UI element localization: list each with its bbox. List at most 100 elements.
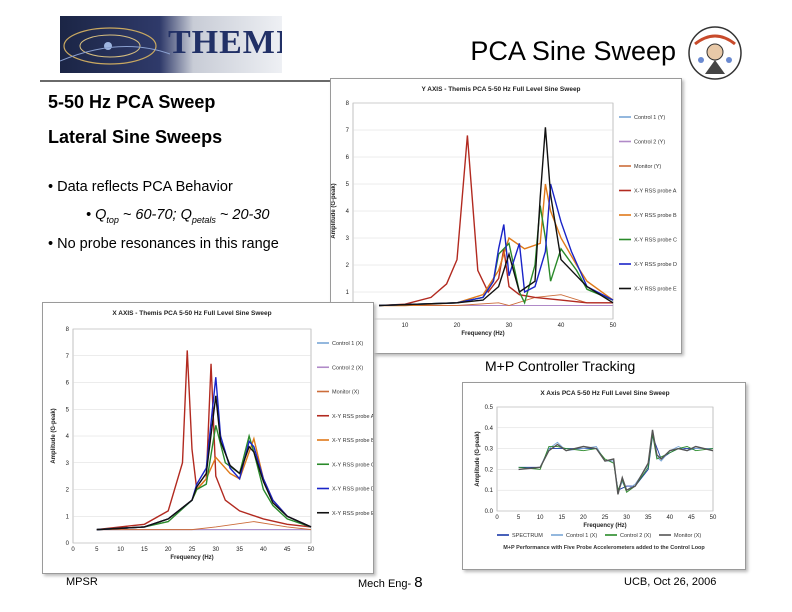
x-tick-label: 0 xyxy=(495,515,499,521)
y-tick-label: 0.5 xyxy=(485,405,494,411)
bullet-q-values: • Qtop ~ 60-70; Qpetals ~ 20-30 xyxy=(86,207,270,225)
q-petals-subscript: petals xyxy=(191,214,216,225)
legend-label: Control 1 (X) xyxy=(332,341,363,347)
x-tick-label: 50 xyxy=(308,547,315,553)
heading-lateral: Lateral Sine Sweeps xyxy=(48,127,223,147)
x-axis-label: Frequency (Hz) xyxy=(170,555,213,561)
legend-label: X-Y RSS probe E xyxy=(634,287,677,293)
chart-title: Y AXIS - Themis PCA 5-50 Hz Full Level S… xyxy=(421,86,580,93)
legend-label: Monitor (X) xyxy=(674,533,701,539)
x-tick-label: 25 xyxy=(602,515,609,521)
logo-wordmark: THEMIS xyxy=(168,24,282,61)
x-tick-label: 30 xyxy=(506,323,513,329)
heading-sweep: 5-50 Hz PCA Sweep xyxy=(48,92,216,112)
y-tick-label: 4 xyxy=(346,209,350,215)
x-tick-label: 20 xyxy=(165,547,172,553)
legend-label: X-Y RSS probe C xyxy=(332,462,373,468)
y-tick-label: 0.3 xyxy=(485,447,494,453)
x-tick-label: 40 xyxy=(260,547,267,553)
y-tick-label: 0.4 xyxy=(485,426,494,432)
controller-tracking-plot: X Axis PCA 5-50 Hz Full Level Sine Sweep… xyxy=(475,390,717,551)
footer-right: UCB, Oct 26, 2006 xyxy=(624,576,717,588)
y-tick-label: 2 xyxy=(66,488,70,494)
legend-label: Control 2 (Y) xyxy=(634,140,665,146)
y-tick-label: 0.0 xyxy=(485,509,494,515)
x-tick-label: 20 xyxy=(580,515,587,521)
y-tick-label: 0.1 xyxy=(485,488,494,494)
y-axis-label: Amplitude (G-peak) xyxy=(51,408,57,463)
footer-left: MPSR xyxy=(66,576,98,588)
legend-label: SPECTRUM xyxy=(512,533,543,539)
q-symbol: Q xyxy=(95,207,107,223)
chart-title: X Axis PCA 5-50 Hz Full Level Sine Sweep xyxy=(540,390,669,397)
x-tick-label: 5 xyxy=(517,515,521,521)
x-tick-label: 25 xyxy=(189,547,196,553)
q-top-value: ~ 60-70; Q xyxy=(118,207,192,223)
q-petals-value: ~ 20-30 xyxy=(215,207,270,223)
x-tick-label: 10 xyxy=(117,547,124,553)
y-tick-label: 5 xyxy=(346,182,350,188)
x-tick-label: 30 xyxy=(623,515,630,521)
series-line-4 xyxy=(518,429,714,495)
legend-label: X-Y RSS probe A xyxy=(332,414,373,420)
y-tick-label: 1 xyxy=(66,514,70,520)
legend-label: Monitor (Y) xyxy=(634,164,661,170)
themis-logo-banner: THEMIS xyxy=(60,16,282,73)
legend-label: Control 1 (Y) xyxy=(634,115,665,121)
y-axis-label: Amplitude (G-peak) xyxy=(331,183,337,238)
x-tick-label: 15 xyxy=(141,547,148,553)
x-axis-label: Frequency (Hz) xyxy=(461,331,504,337)
bullet-no-resonance: • No probe resonances in this range xyxy=(48,236,279,252)
y-tick-label: 1 xyxy=(346,290,350,296)
legend-label: X-Y RSS probe E xyxy=(332,511,373,517)
y-tick-label: 6 xyxy=(346,155,350,161)
controller-tracking-chart: X Axis PCA 5-50 Hz Full Level Sine Sweep… xyxy=(462,382,746,570)
y-tick-label: 6 xyxy=(66,381,70,387)
legend-label: X-Y RSS probe D xyxy=(332,487,373,493)
page-number: 8 xyxy=(414,574,423,591)
series-line-6 xyxy=(96,425,312,531)
y-tick-label: 4 xyxy=(66,434,70,440)
legend-label: X-Y RSS probe A xyxy=(634,189,677,195)
y-tick-label: 8 xyxy=(66,327,70,333)
y-axis-sweep-chart: Y AXIS - Themis PCA 5-50 Hz Full Level S… xyxy=(330,78,682,354)
legend-label: X-Y RSS probe B xyxy=(634,213,677,219)
legend-label: Control 1 (X) xyxy=(566,533,597,539)
x-tick-label: 15 xyxy=(558,515,565,521)
footer-dept: Mech Eng- xyxy=(358,578,415,590)
x-tick-label: 50 xyxy=(710,515,717,521)
y-axis-label: Amplitude (G-peak) xyxy=(475,431,481,486)
x-axis-label: Frequency (Hz) xyxy=(583,523,626,529)
legend-label: X-Y RSS probe B xyxy=(332,438,373,444)
bullet-pca-behavior: • Data reflects PCA Behavior xyxy=(48,179,233,195)
legend-label: Control 2 (X) xyxy=(620,533,651,539)
x-tick-label: 40 xyxy=(666,515,673,521)
y-tick-label: 7 xyxy=(346,128,350,134)
series-line-4 xyxy=(378,135,613,307)
x-axis-sweep-chart: X AXIS - Themis PCA 5-50 Hz Full Level S… xyxy=(42,302,375,574)
tracking-label: M+P Controller Tracking xyxy=(485,358,636,374)
series-line-7 xyxy=(378,183,614,307)
bullet-no-resonance-text: No probe resonances in this range xyxy=(57,236,279,252)
q-top-subscript: top xyxy=(106,214,119,225)
y-tick-label: 7 xyxy=(66,354,70,360)
chart-subtitle: M+P Performance with Five Probe Accelero… xyxy=(503,545,705,551)
y-tick-label: 3 xyxy=(346,236,350,242)
x-tick-label: 45 xyxy=(688,515,695,521)
legend-label: Monitor (X) xyxy=(332,390,359,396)
legend-label: X-Y RSS probe C xyxy=(634,238,677,244)
y-tick-label: 5 xyxy=(66,407,70,413)
y-tick-label: 2 xyxy=(346,263,350,269)
series-line-3 xyxy=(379,294,613,306)
y-tick-label: 0.2 xyxy=(485,467,494,473)
x-tick-label: 10 xyxy=(537,515,544,521)
chart-title: X AXIS - Themis PCA 5-50 Hz Full Level S… xyxy=(112,310,271,317)
y-tick-label: 0 xyxy=(66,541,70,547)
x-tick-label: 40 xyxy=(558,323,565,329)
series-line-8 xyxy=(96,395,312,531)
legend-label: X-Y RSS probe D xyxy=(634,262,677,268)
x-tick-label: 20 xyxy=(454,323,461,329)
x-tick-label: 10 xyxy=(402,323,409,329)
x-tick-label: 35 xyxy=(645,515,652,521)
legend-label: Control 2 (X) xyxy=(332,365,363,371)
